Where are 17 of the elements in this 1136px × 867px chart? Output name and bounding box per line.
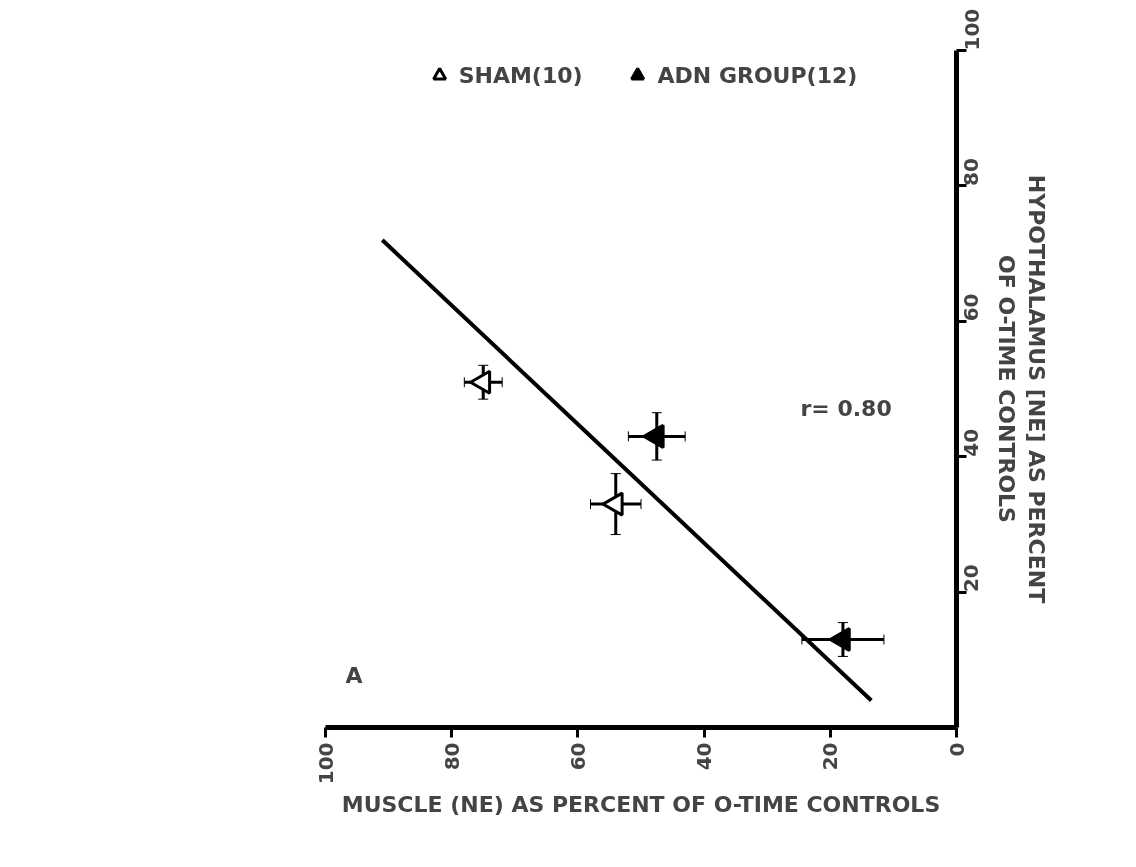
- y-axis-title: HYPOTHALAMUS [NE] AS PERCENT OF O-TIME CONTROLS: [993, 174, 1049, 604]
- y-tick-label: 60: [959, 293, 984, 322]
- x-tick-label: 100: [313, 742, 338, 785]
- annotation: A: [345, 662, 363, 688]
- x-tick-label: 20: [818, 742, 843, 771]
- y-tick-label: 40: [959, 428, 984, 457]
- x-tick-label: 0: [944, 742, 969, 757]
- x-tick-label: 80: [439, 742, 464, 771]
- annotation: r= 0.80: [800, 395, 892, 421]
- y-tick-label: 80: [959, 158, 984, 186]
- x-tick-label: 60: [565, 742, 590, 771]
- y-tick-label: 100: [959, 8, 984, 51]
- legend-label: ADN GROUP(12): [657, 62, 858, 88]
- legend-label: SHAM(10): [458, 62, 583, 88]
- x-axis-title: MUSCLE (NE) AS PERCENT OF O-TIME CONTROLS: [341, 792, 941, 818]
- x-tick-label: 40: [692, 742, 717, 771]
- y-tick-label: 20: [959, 564, 984, 593]
